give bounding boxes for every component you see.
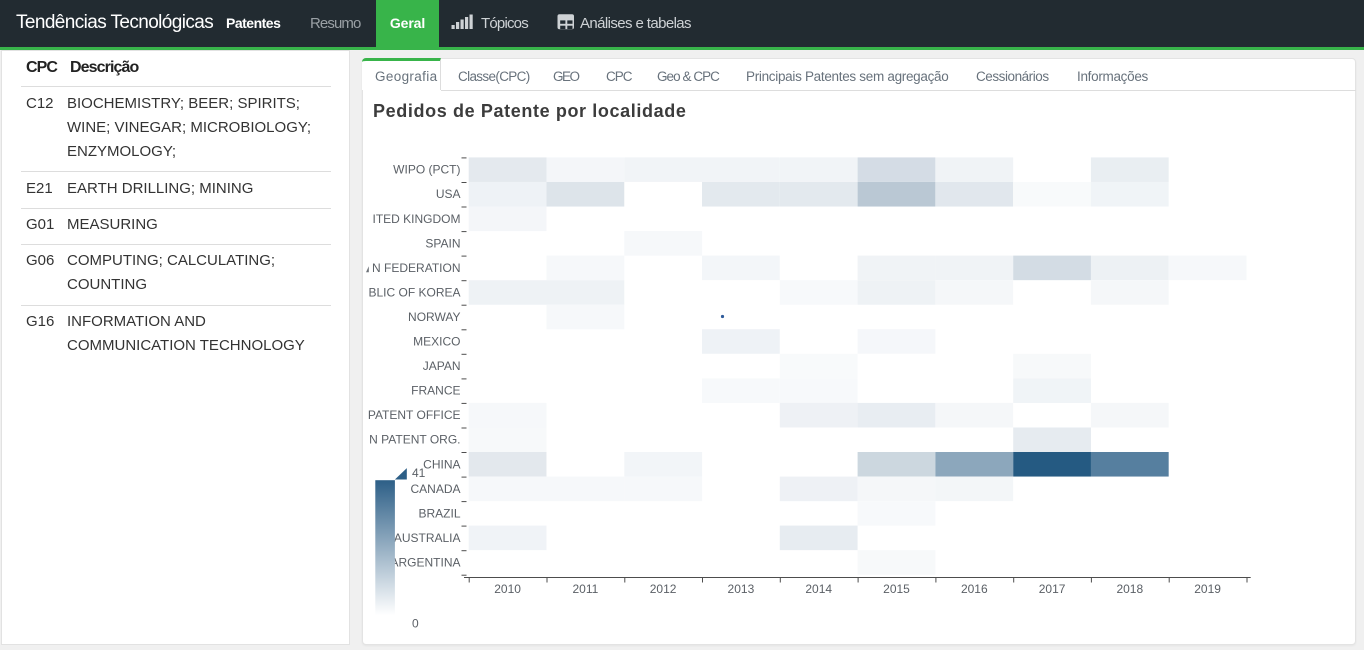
svg-text:2014: 2014: [805, 582, 832, 596]
svg-text:2010: 2010: [494, 582, 521, 596]
svg-text:BLIC OF KOREA: BLIC OF KOREA: [368, 285, 460, 299]
svg-text:USA: USA: [436, 187, 461, 201]
svg-text:PATENT OFFICE: PATENT OFFICE: [368, 408, 461, 422]
svg-text:ITED KINGDOM: ITED KINGDOM: [372, 212, 460, 226]
svg-text:CHINA: CHINA: [423, 457, 460, 471]
svg-text:N FEDERATION: N FEDERATION: [372, 261, 460, 275]
svg-text:NORWAY: NORWAY: [408, 310, 460, 324]
svg-text:2011: 2011: [572, 582, 598, 596]
svg-text:JAPAN: JAPAN: [423, 359, 461, 373]
svg-text:ARGENTINA: ARGENTINA: [390, 556, 460, 570]
svg-text:CANADA: CANADA: [410, 482, 460, 496]
svg-text:2012: 2012: [650, 582, 677, 596]
svg-text:MEXICO: MEXICO: [413, 335, 460, 349]
svg-text:WIPO (PCT): WIPO (PCT): [393, 163, 460, 177]
svg-text:2013: 2013: [728, 582, 755, 596]
svg-text:2019: 2019: [1194, 582, 1221, 596]
svg-text:2018: 2018: [1116, 582, 1143, 596]
svg-text:2016: 2016: [961, 582, 988, 596]
svg-text:0: 0: [412, 617, 419, 631]
svg-text:BRAZIL: BRAZIL: [418, 506, 460, 520]
svg-text:SPAIN: SPAIN: [425, 236, 460, 250]
svg-text:AUSTRALIA: AUSTRALIA: [394, 531, 461, 545]
svg-text:2017: 2017: [1039, 582, 1066, 596]
svg-text:41: 41: [412, 466, 426, 480]
svg-text:FRANCE: FRANCE: [411, 384, 460, 398]
svg-text:N PATENT ORG.: N PATENT ORG.: [369, 433, 460, 447]
svg-text:2015: 2015: [883, 582, 910, 596]
